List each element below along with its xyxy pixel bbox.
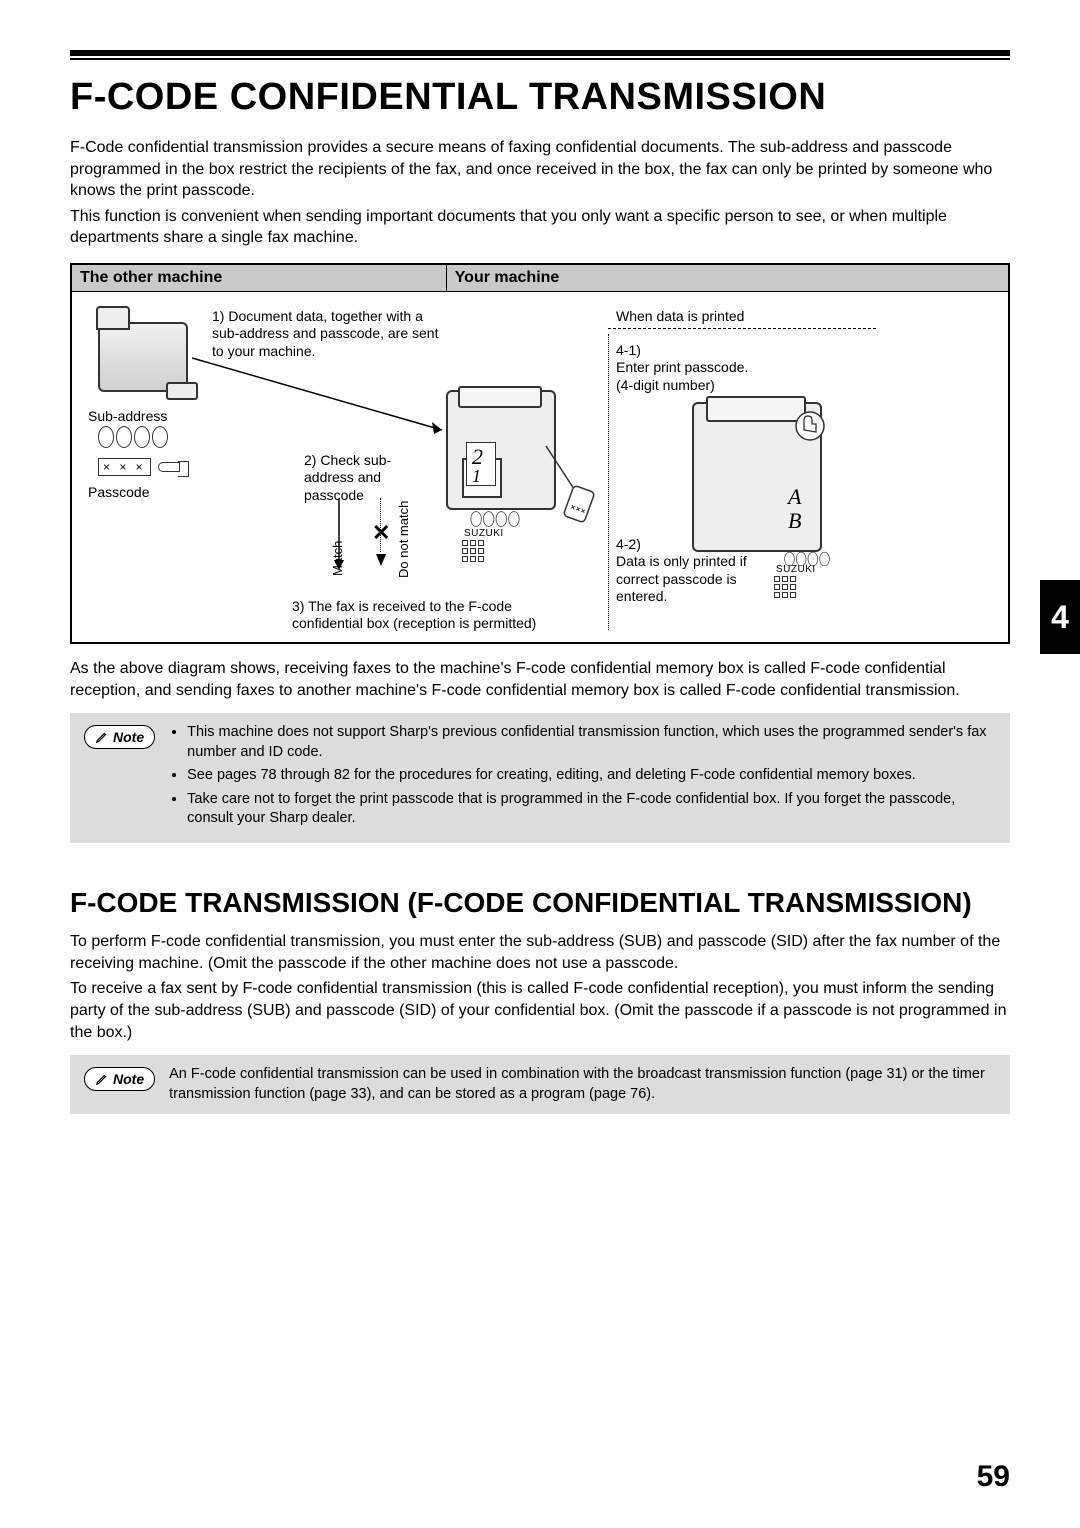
section2-title: F-CODE TRANSMISSION (F-CODE CONFIDENTIAL… — [70, 887, 1010, 919]
arrow-to-copier — [192, 352, 452, 442]
note-badge-2: Note — [84, 1067, 155, 1091]
diagram-step4-2: 4-2) Data is only printed if correct pas… — [616, 536, 766, 606]
print-header: When data is printed — [616, 308, 744, 326]
note-box-2: Note An F-code confidential transmission… — [70, 1055, 1010, 1114]
page-title: F-CODE CONFIDENTIAL TRANSMISSION — [70, 76, 1010, 119]
top-rule — [70, 50, 1010, 60]
lock-tag-icon: ××× — [542, 442, 602, 542]
copier-suzuki-label: SUZUKI — [464, 528, 504, 539]
intro-paragraph-1: F-Code confidential transmission provide… — [70, 137, 1010, 202]
note-label-2: Note — [113, 1070, 144, 1089]
diagram-step3: 3) The fax is received to the F-code con… — [292, 598, 582, 633]
diagram-step4-1: 4-1) Enter print passcode. (4-digit numb… — [616, 342, 816, 395]
diagram-body: Sub-address × × × Passcode 1) Document d… — [72, 292, 1008, 642]
pencil-icon-2 — [95, 1072, 109, 1086]
print-header-rule — [608, 328, 876, 329]
intro-paragraph-2: This function is convenient when sending… — [70, 206, 1010, 249]
right-keypad — [774, 576, 802, 600]
your-copier-icon — [446, 390, 556, 510]
right-dashed-separator — [608, 334, 609, 630]
note1-item-1: See pages 78 through 82 for the procedur… — [187, 766, 996, 786]
paper-mark-1: 1 — [472, 466, 481, 487]
subaddress-label: Sub-address — [88, 408, 167, 426]
diagram-header-left: The other machine — [71, 264, 446, 292]
other-fax-icon — [98, 322, 188, 392]
note2-text: An F-code confidential transmission can … — [169, 1065, 996, 1104]
diagram-step2: 2) Check sub-address and passcode — [304, 452, 434, 505]
page-number: 59 — [977, 1460, 1010, 1494]
nomatch-x: ✕ — [372, 520, 390, 546]
note-list-1: This machine does not support Sharp's pr… — [169, 723, 996, 833]
match-arrow — [332, 498, 346, 574]
passcode-label: Passcode — [88, 484, 149, 502]
nomatch-label: Do not match — [396, 501, 411, 578]
diagram-header-right: Your machine — [446, 264, 1009, 292]
copier-ellipses — [471, 511, 520, 526]
passcode-box: × × × — [98, 458, 151, 476]
after-diagram-paragraph: As the above diagram shows, receiving fa… — [70, 658, 1010, 701]
pencil-icon — [95, 730, 109, 744]
note-box-1: Note This machine does not support Sharp… — [70, 713, 1010, 843]
nomatch-arrow — [374, 548, 388, 568]
note-label-1: Note — [113, 728, 144, 747]
key-icon — [158, 462, 180, 472]
section2-p1: To perform F-code confidential transmiss… — [70, 931, 1010, 974]
note-badge-1: Note — [84, 725, 155, 749]
script-b: B — [788, 508, 801, 534]
note1-item-0: This machine does not support Sharp's pr… — [187, 723, 996, 762]
chapter-tab: 4 — [1040, 580, 1080, 654]
section2-p2: To receive a fax sent by F-code confiden… — [70, 978, 1010, 1043]
copier-keypad — [462, 540, 490, 564]
note1-item-2: Take care not to forget the print passco… — [187, 790, 996, 829]
diagram-table: The other machine Your machine Sub-addre… — [70, 263, 1010, 644]
hand-icon — [792, 408, 828, 444]
script-a: A — [788, 484, 801, 510]
subaddress-ellipses — [98, 426, 168, 448]
right-suzuki: SUZUKI — [776, 564, 816, 575]
